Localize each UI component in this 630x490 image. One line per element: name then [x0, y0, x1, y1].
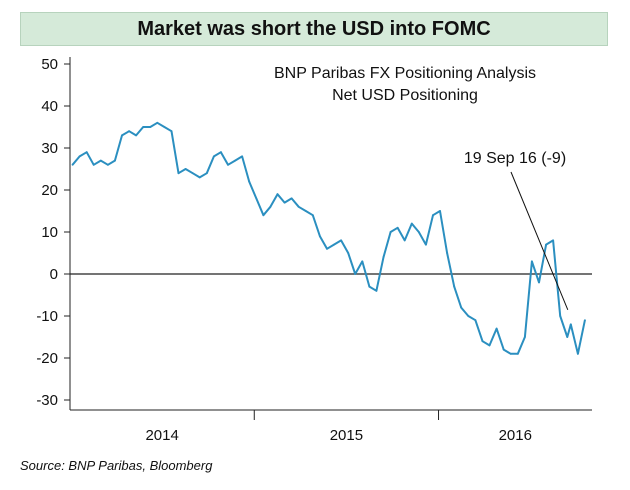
data-point	[432, 214, 434, 217]
chart-axes	[64, 57, 592, 420]
data-point	[333, 243, 335, 246]
data-point	[403, 239, 406, 242]
data-point	[439, 210, 441, 212]
data-point	[290, 197, 293, 200]
data-point	[467, 315, 470, 317]
data-point	[425, 243, 427, 246]
data-point	[559, 315, 562, 317]
annotation-pointer	[510, 171, 569, 310]
data-point	[170, 130, 173, 133]
data-point	[495, 327, 498, 330]
data-point	[212, 155, 215, 158]
data-point	[531, 260, 533, 263]
data-point	[78, 155, 81, 158]
data-point	[205, 172, 208, 175]
data-point	[326, 247, 328, 250]
x-tick-label: 2015	[330, 427, 363, 444]
data-point	[135, 134, 138, 137]
data-point	[488, 344, 491, 347]
data-point	[516, 352, 519, 355]
data-point	[269, 205, 272, 208]
data-point	[569, 323, 572, 326]
data-point	[283, 201, 286, 204]
data-point	[584, 319, 586, 322]
source-note: Source: BNP Paribas, Bloomberg	[20, 458, 213, 473]
data-point	[142, 126, 145, 128]
y-tick-label: 20	[41, 182, 58, 199]
data-point	[85, 151, 88, 154]
data-point	[255, 197, 258, 200]
data-point	[156, 121, 159, 124]
data-point	[220, 151, 222, 154]
data-point	[177, 172, 180, 175]
data-point	[382, 256, 385, 259]
y-tick-label: 30	[41, 140, 58, 157]
chart-title-banner: Market was short the USD into FOMC	[20, 12, 608, 46]
chart-title: BNP Paribas FX Positioning Analysis	[274, 65, 536, 82]
data-point	[114, 159, 116, 162]
data-point	[368, 285, 371, 288]
data-point	[481, 340, 484, 343]
data-point	[297, 205, 300, 208]
data-point	[396, 226, 399, 229]
annotation-label: 19 Sep 16 (-9)	[464, 150, 566, 167]
data-point	[576, 352, 579, 355]
data-point	[248, 180, 251, 183]
data-point	[375, 289, 378, 292]
y-tick-label: -10	[36, 308, 58, 325]
data-point	[262, 214, 265, 217]
data-point	[198, 176, 201, 179]
data-point	[191, 172, 194, 175]
y-tick-label: 0	[50, 266, 58, 283]
data-point	[389, 231, 392, 233]
data-point	[566, 336, 569, 338]
data-point	[92, 163, 95, 166]
data-point	[453, 285, 456, 288]
data-point	[552, 239, 555, 242]
data-point	[545, 243, 547, 246]
banner-title: Market was short the USD into FOMC	[137, 17, 491, 40]
data-point	[121, 134, 123, 137]
data-point	[234, 159, 236, 162]
data-point	[99, 159, 102, 162]
data-point	[318, 235, 321, 238]
y-tick-label: -20	[36, 350, 58, 367]
data-point	[523, 336, 526, 338]
data-point	[354, 273, 357, 275]
data-point	[361, 260, 364, 263]
data-point	[347, 252, 350, 254]
chart-subtitle: Net USD Positioning	[332, 87, 478, 104]
y-tick-label: 50	[41, 56, 58, 73]
chart-marks	[71, 121, 586, 355]
data-point	[149, 126, 152, 128]
data-point	[509, 352, 512, 355]
data-point	[417, 231, 420, 233]
data-point	[304, 210, 307, 212]
chart-labels: 50 40 30 20 10 0 -10 -20 -30 2014 2015 2016 BNP Pari…	[36, 56, 569, 444]
y-tick-label: 10	[41, 224, 58, 241]
data-point	[340, 239, 342, 242]
y-tick-label: -30	[36, 392, 58, 409]
data-point	[460, 306, 463, 309]
data-point	[71, 163, 74, 166]
data-point	[184, 168, 187, 170]
data-point	[241, 155, 244, 158]
data-point	[128, 130, 130, 133]
data-point	[474, 319, 477, 322]
y-tick-label: 40	[41, 98, 58, 115]
data-point	[163, 126, 166, 128]
data-point	[276, 193, 279, 196]
data-point	[410, 222, 413, 225]
x-tick-label: 2016	[499, 427, 532, 444]
data-point	[227, 163, 229, 166]
series-line	[71, 121, 586, 355]
data-point	[502, 348, 505, 351]
x-tick-label: 2014	[145, 427, 178, 444]
data-point	[446, 252, 449, 254]
data-point	[311, 214, 314, 217]
data-point	[538, 281, 540, 284]
data-point	[106, 163, 109, 166]
